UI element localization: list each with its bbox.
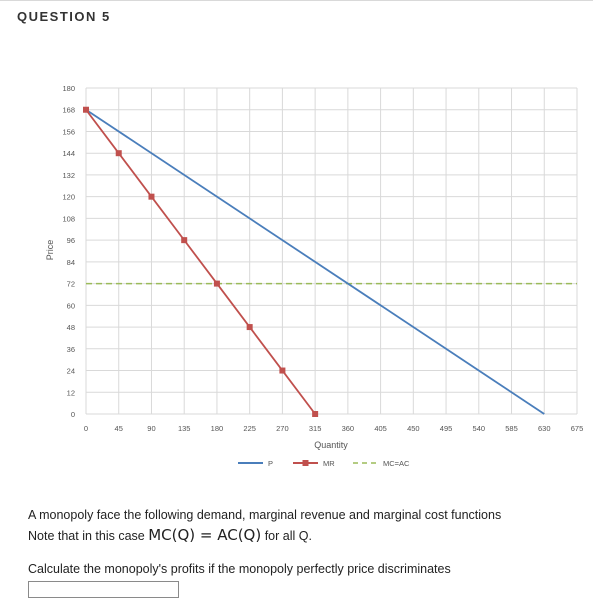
- y-tick-label: 36: [67, 345, 75, 354]
- prompt-line-2-prefix: Note that in this case: [28, 529, 149, 543]
- y-tick-label: 96: [67, 236, 75, 245]
- y-tick-label: 108: [62, 214, 75, 223]
- x-tick-label: 405: [374, 424, 387, 433]
- y-tick-label: 144: [62, 149, 75, 158]
- y-tick-label: 12: [67, 388, 75, 397]
- prompt-line-2: Note that in this case MC(Q) = AC(Q) for…: [28, 527, 312, 544]
- series-line-p: [85, 108, 545, 415]
- x-tick-label: 450: [407, 424, 420, 433]
- x-tick-label: 540: [473, 424, 486, 433]
- x-tick-label: 0: [84, 424, 88, 433]
- answer-input[interactable]: [28, 581, 179, 598]
- y-tick-label: 48: [67, 323, 75, 332]
- y-tick-labels: 0 12 24 36 48 60 72 84 96 108 120 132 144 156 168 180: [62, 84, 75, 419]
- data-point-mr: [312, 411, 319, 417]
- x-tick-labels: 0 45 90 135 180 225 270 315 360 405 450 495 540 585 63…: [84, 424, 583, 433]
- y-tick-label: 156: [62, 127, 75, 136]
- y-tick-label: 120: [62, 193, 75, 202]
- y-tick-label: 168: [62, 106, 75, 115]
- x-tick-label: 585: [505, 424, 518, 433]
- prompt-line-3: Calculate the monopoly's profits if the …: [28, 562, 451, 576]
- x-tick-label: 495: [440, 424, 453, 433]
- x-tick-label: 630: [538, 424, 551, 433]
- y-tick-label: 180: [62, 84, 75, 93]
- y-tick-label: 132: [62, 171, 75, 180]
- prompt-line-2-suffix: for all Q.: [261, 529, 312, 543]
- series-line-mr: [85, 109, 316, 415]
- data-point-mr: [148, 193, 155, 200]
- data-point-mr: [83, 106, 89, 113]
- y-tick-label: 72: [67, 280, 75, 289]
- x-tick-label: 90: [147, 424, 155, 433]
- chart: 0 12 24 36 48 60 72 84 96 108 120 132 144 156 168 180 0…: [45, 84, 583, 468]
- data-point-mr: [246, 324, 253, 331]
- formula-mc-ac: MC(Q) = AC(Q): [148, 526, 262, 544]
- legend-label: P: [268, 459, 273, 468]
- question-title: QUESTION 5: [17, 9, 111, 24]
- x-tick-label: 270: [276, 424, 289, 433]
- legend-label: MR: [323, 459, 335, 468]
- x-tick-label: 180: [211, 424, 224, 433]
- data-point-mr: [279, 367, 286, 374]
- chart-legend: P MR MC=AC: [238, 459, 410, 468]
- data-point-mr: [181, 237, 188, 244]
- x-tick-label: 315: [309, 424, 322, 433]
- y-tick-label: 0: [71, 410, 75, 419]
- x-axis-label: Quantity: [314, 440, 348, 450]
- x-tick-label: 45: [115, 424, 123, 433]
- prompt-line-1: A monopoly face the following demand, ma…: [28, 508, 502, 522]
- x-tick-label: 135: [178, 424, 191, 433]
- x-tick-label: 225: [243, 424, 256, 433]
- top-divider: [0, 0, 593, 1]
- legend-marker: [302, 460, 309, 466]
- legend-label: MC=AC: [383, 459, 410, 468]
- data-point-mr: [213, 280, 220, 287]
- y-tick-label: 24: [67, 367, 75, 376]
- chart-grid: [85, 87, 578, 415]
- y-axis-label: Price: [45, 240, 55, 261]
- data-point-mr: [115, 150, 122, 157]
- y-tick-label: 60: [67, 301, 75, 310]
- x-tick-label: 360: [342, 424, 355, 433]
- x-tick-label: 675: [571, 424, 584, 433]
- y-tick-label: 84: [67, 258, 75, 267]
- chart-series: [83, 106, 577, 417]
